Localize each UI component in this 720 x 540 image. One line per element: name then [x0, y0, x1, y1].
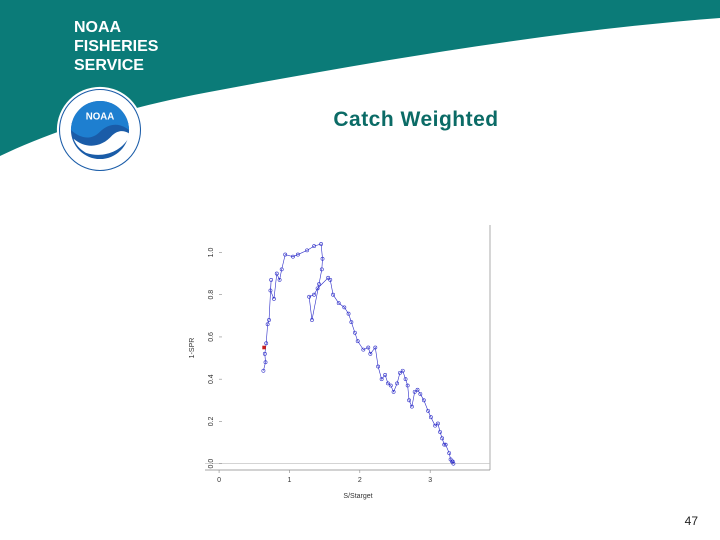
data-point	[277, 278, 282, 282]
data-point	[418, 392, 423, 396]
data-point	[433, 423, 438, 428]
x-axis: 0 1 2 3	[217, 470, 432, 484]
y-axis: 0.0 0.2 0.4 0.6 0.8 1.0	[208, 247, 222, 469]
data-point	[379, 377, 384, 382]
data-point	[388, 383, 393, 388]
x-tick-label: 0	[217, 477, 221, 484]
series-line	[263, 243, 454, 464]
y-tick-label: 1.0	[208, 247, 215, 257]
data-point	[443, 442, 448, 447]
data-point	[346, 311, 351, 316]
data-point	[450, 459, 455, 464]
data-point	[315, 286, 320, 291]
data-point	[310, 318, 314, 322]
data-point	[383, 373, 388, 377]
data-point	[426, 408, 430, 413]
data-point	[349, 320, 354, 325]
data-point	[352, 330, 357, 335]
data-point	[312, 292, 316, 297]
data-point	[447, 451, 452, 456]
data-point	[342, 305, 347, 310]
header-banner	[0, 0, 720, 156]
data-point	[400, 368, 405, 373]
data-point	[268, 288, 273, 293]
data-point	[403, 377, 408, 382]
data-point	[409, 404, 414, 409]
x-tick-label: 3	[428, 477, 432, 484]
data-point	[265, 322, 270, 327]
data-point	[336, 301, 341, 306]
data-point	[267, 318, 271, 322]
data-point	[307, 294, 312, 299]
data-point	[355, 339, 360, 344]
data-point	[317, 282, 321, 287]
data-point	[262, 351, 267, 356]
x-axis-label: S/Starget	[343, 493, 372, 500]
data-point	[264, 341, 269, 346]
data-point	[415, 387, 420, 392]
noaa-seal-icon: NOAA	[56, 86, 144, 174]
logo-text: NOAA	[86, 111, 114, 122]
data-point	[451, 461, 456, 466]
data-point	[331, 292, 335, 297]
organization-name: NOAA FISHERIES SERVICE	[74, 18, 214, 75]
data-point	[320, 256, 325, 261]
org-line-1: NOAA	[74, 19, 122, 36]
data-point	[366, 345, 371, 350]
data-point	[274, 271, 279, 276]
data-point	[319, 242, 324, 246]
data-point	[395, 381, 400, 386]
data-point	[405, 383, 410, 388]
y-tick-label: 0.8	[208, 290, 215, 300]
data-point	[442, 442, 447, 447]
org-line-2: FISHERIES	[74, 38, 159, 55]
data-point	[295, 252, 300, 257]
data-point	[328, 278, 333, 282]
data-point	[440, 436, 445, 441]
x-tick-label: 2	[358, 477, 362, 484]
slide-title: Catch Weighted	[333, 108, 499, 131]
data-point	[312, 244, 316, 249]
data-point	[386, 381, 390, 386]
data-point	[436, 421, 440, 426]
data-point	[263, 360, 268, 365]
data-point	[305, 248, 309, 253]
data-point	[391, 389, 396, 394]
y-tick-label: 0.4	[208, 374, 215, 384]
data-point	[283, 252, 288, 257]
data-point	[269, 278, 274, 282]
banner-shape	[0, 0, 720, 156]
x-tick-label: 1	[287, 477, 291, 484]
data-point	[279, 267, 284, 272]
data-point	[361, 347, 366, 352]
slide-number: 47	[684, 514, 698, 528]
data-point	[373, 345, 378, 350]
y-tick-label: 0.0	[208, 459, 215, 469]
data-point	[261, 368, 266, 373]
data-point	[398, 370, 402, 375]
org-line-3: SERVICE	[74, 57, 144, 74]
data-point	[368, 351, 373, 356]
highlight-point	[262, 345, 266, 350]
series-layer	[261, 242, 456, 466]
data-point	[319, 267, 324, 272]
data-point	[291, 254, 295, 259]
data-point	[326, 275, 331, 280]
data-point	[407, 398, 411, 403]
y-tick-label: 0.2	[208, 416, 215, 426]
line-chart: 0 1 2 3 0.0 0.2 0.4 0.6 0.8 1.0 S/Starget 1-SPR	[189, 225, 491, 500]
y-axis-label: 1-SPR	[189, 338, 196, 359]
data-point	[376, 364, 381, 369]
data-point	[421, 398, 426, 403]
data-point	[438, 430, 442, 434]
y-tick-label: 0.6	[208, 332, 215, 342]
data-point	[428, 415, 433, 420]
data-point	[272, 297, 276, 301]
data-point	[412, 389, 417, 394]
chart-frame	[205, 225, 491, 471]
